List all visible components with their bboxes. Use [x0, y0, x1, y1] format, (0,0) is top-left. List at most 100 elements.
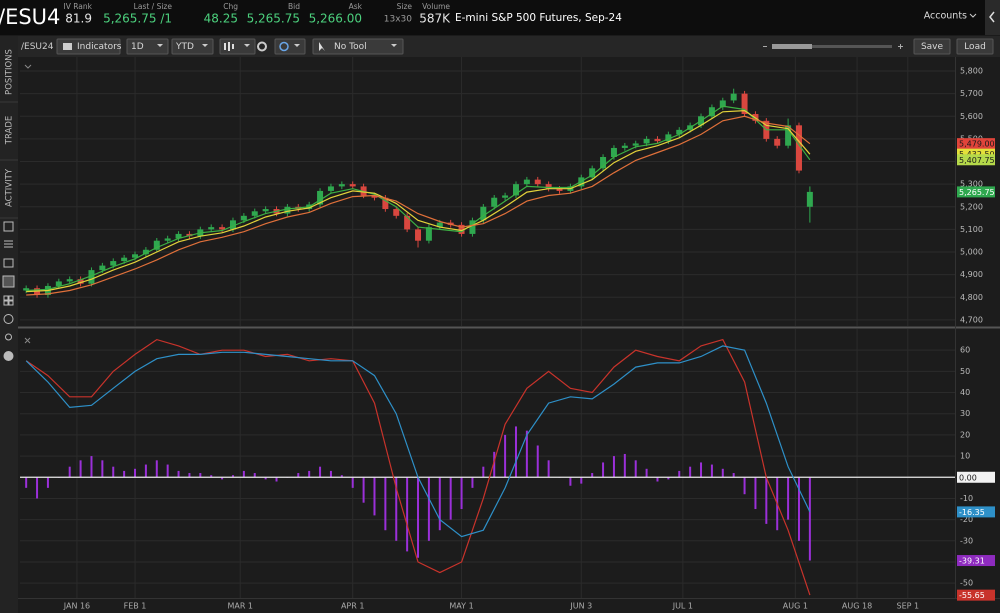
candle-body: [480, 206, 487, 221]
field-label: Volume: [422, 2, 450, 11]
collapse-button[interactable]: [985, 0, 1000, 35]
candle-body: [175, 233, 182, 239]
candle-body: [643, 138, 650, 144]
field-label: IV Rank: [64, 2, 93, 11]
candle-body: [371, 195, 378, 198]
aggregation-dropdown[interactable]: [126, 38, 169, 55]
icon[interactable]: [2, 275, 15, 288]
histogram-bar: [743, 477, 746, 495]
candle-body: [99, 265, 106, 271]
histogram-bar: [242, 470, 245, 478]
histogram-bar: [689, 466, 692, 478]
histogram-bar: [297, 473, 300, 478]
y-tick-label: 5,200: [960, 202, 983, 211]
histogram-bar: [765, 477, 768, 524]
collapse-panel[interactable]: [24, 64, 32, 69]
candle-body: [589, 168, 596, 178]
histogram-bar: [471, 477, 474, 488]
sidebar-tab[interactable]: POSITIONS: [5, 49, 15, 95]
histogram-bar: [362, 477, 365, 503]
sidebar-tab[interactable]: TRADE: [5, 116, 15, 145]
tool-dropdown[interactable]: [312, 38, 404, 55]
candle-body: [654, 138, 661, 142]
histogram-bar: [199, 473, 202, 478]
description: E-mini S&P 500 Futures, Sep-24: [455, 12, 622, 24]
indicators-button[interactable]: [56, 38, 121, 55]
candle-body: [545, 184, 552, 189]
load-button[interactable]: [956, 38, 994, 55]
histogram-bar: [101, 460, 104, 478]
histogram-bar: [710, 464, 713, 478]
oscillator-line: [25, 338, 811, 596]
histogram-bar: [514, 426, 517, 478]
candle-body: [382, 197, 389, 210]
histogram-bar: [602, 462, 605, 478]
candle-body: [393, 209, 400, 216]
price-label: 5,407.75: [959, 156, 995, 165]
icon[interactable]: [3, 221, 14, 232]
histogram-bar: [569, 477, 572, 486]
accounts-menu[interactable]: Accounts: [924, 11, 967, 22]
x-tick-label: MAR 1: [227, 602, 253, 611]
field-value: 5,265.75 /1: [103, 12, 172, 26]
range-dropdown[interactable]: [171, 38, 214, 55]
close-panel[interactable]: [24, 337, 31, 344]
y-tick-label: 5,700: [960, 89, 983, 98]
icon: [63, 43, 72, 50]
candle-body: [600, 156, 607, 169]
candle-body: [164, 238, 171, 241]
histogram-bar: [155, 460, 158, 478]
histogram-bar: [667, 477, 670, 480]
zoom-slider[interactable]: [772, 45, 892, 48]
histogram-bar: [612, 456, 615, 478]
candle-body: [469, 220, 476, 234]
price-label: 0.00: [959, 473, 977, 482]
icon[interactable]: [3, 258, 14, 268]
candle-body: [795, 125, 802, 171]
histogram-bar: [90, 456, 93, 478]
histogram-bar: [482, 466, 485, 478]
histogram-bar: [231, 475, 234, 478]
candle-body: [512, 184, 519, 196]
icon[interactable]: [3, 314, 14, 324]
collapse-icon: [989, 11, 995, 23]
histogram-bar: [645, 468, 648, 478]
settings-button[interactable]: [257, 41, 267, 52]
icon[interactable]: [5, 333, 12, 341]
header-bar: [0, 0, 1000, 35]
icon[interactable]: [3, 295, 14, 306]
candle-body: [730, 93, 737, 101]
sidebar: [0, 36, 18, 613]
y-tick-label: 20: [960, 430, 970, 439]
candle-body: [632, 143, 639, 146]
zoom-handle[interactable]: [772, 44, 812, 49]
x-tick-label: AUG 18: [842, 602, 872, 611]
histogram-bar: [319, 466, 322, 478]
candle-body: [251, 211, 258, 216]
icon: [319, 42, 325, 51]
icon[interactable]: [4, 240, 13, 248]
symbol[interactable]: /ESU4: [0, 5, 60, 29]
save-button[interactable]: [913, 38, 951, 55]
dropdown-arrow: [391, 44, 397, 47]
candle-body: [534, 179, 541, 185]
price-label: -16.35: [959, 508, 985, 517]
sidebar-tab[interactable]: ACTIVITY: [5, 168, 15, 207]
dropdown-arrow: [969, 13, 977, 18]
histogram-bar: [525, 430, 528, 478]
candle-body: [142, 249, 149, 255]
histogram-bar: [264, 477, 267, 480]
histogram-bar: [395, 477, 398, 541]
field-value: 5,265.75: [247, 12, 300, 26]
candle-body: [55, 281, 62, 286]
y-tick-label: 5,100: [960, 225, 983, 234]
y-tick-label: -30: [960, 536, 973, 545]
icon[interactable]: [3, 351, 14, 361]
histogram-bar: [177, 470, 180, 478]
histogram-bar: [68, 466, 71, 478]
field-value: 81.9: [65, 12, 92, 26]
candle-body: [425, 227, 432, 241]
candle-body: [219, 227, 226, 230]
candle-body: [610, 147, 617, 157]
